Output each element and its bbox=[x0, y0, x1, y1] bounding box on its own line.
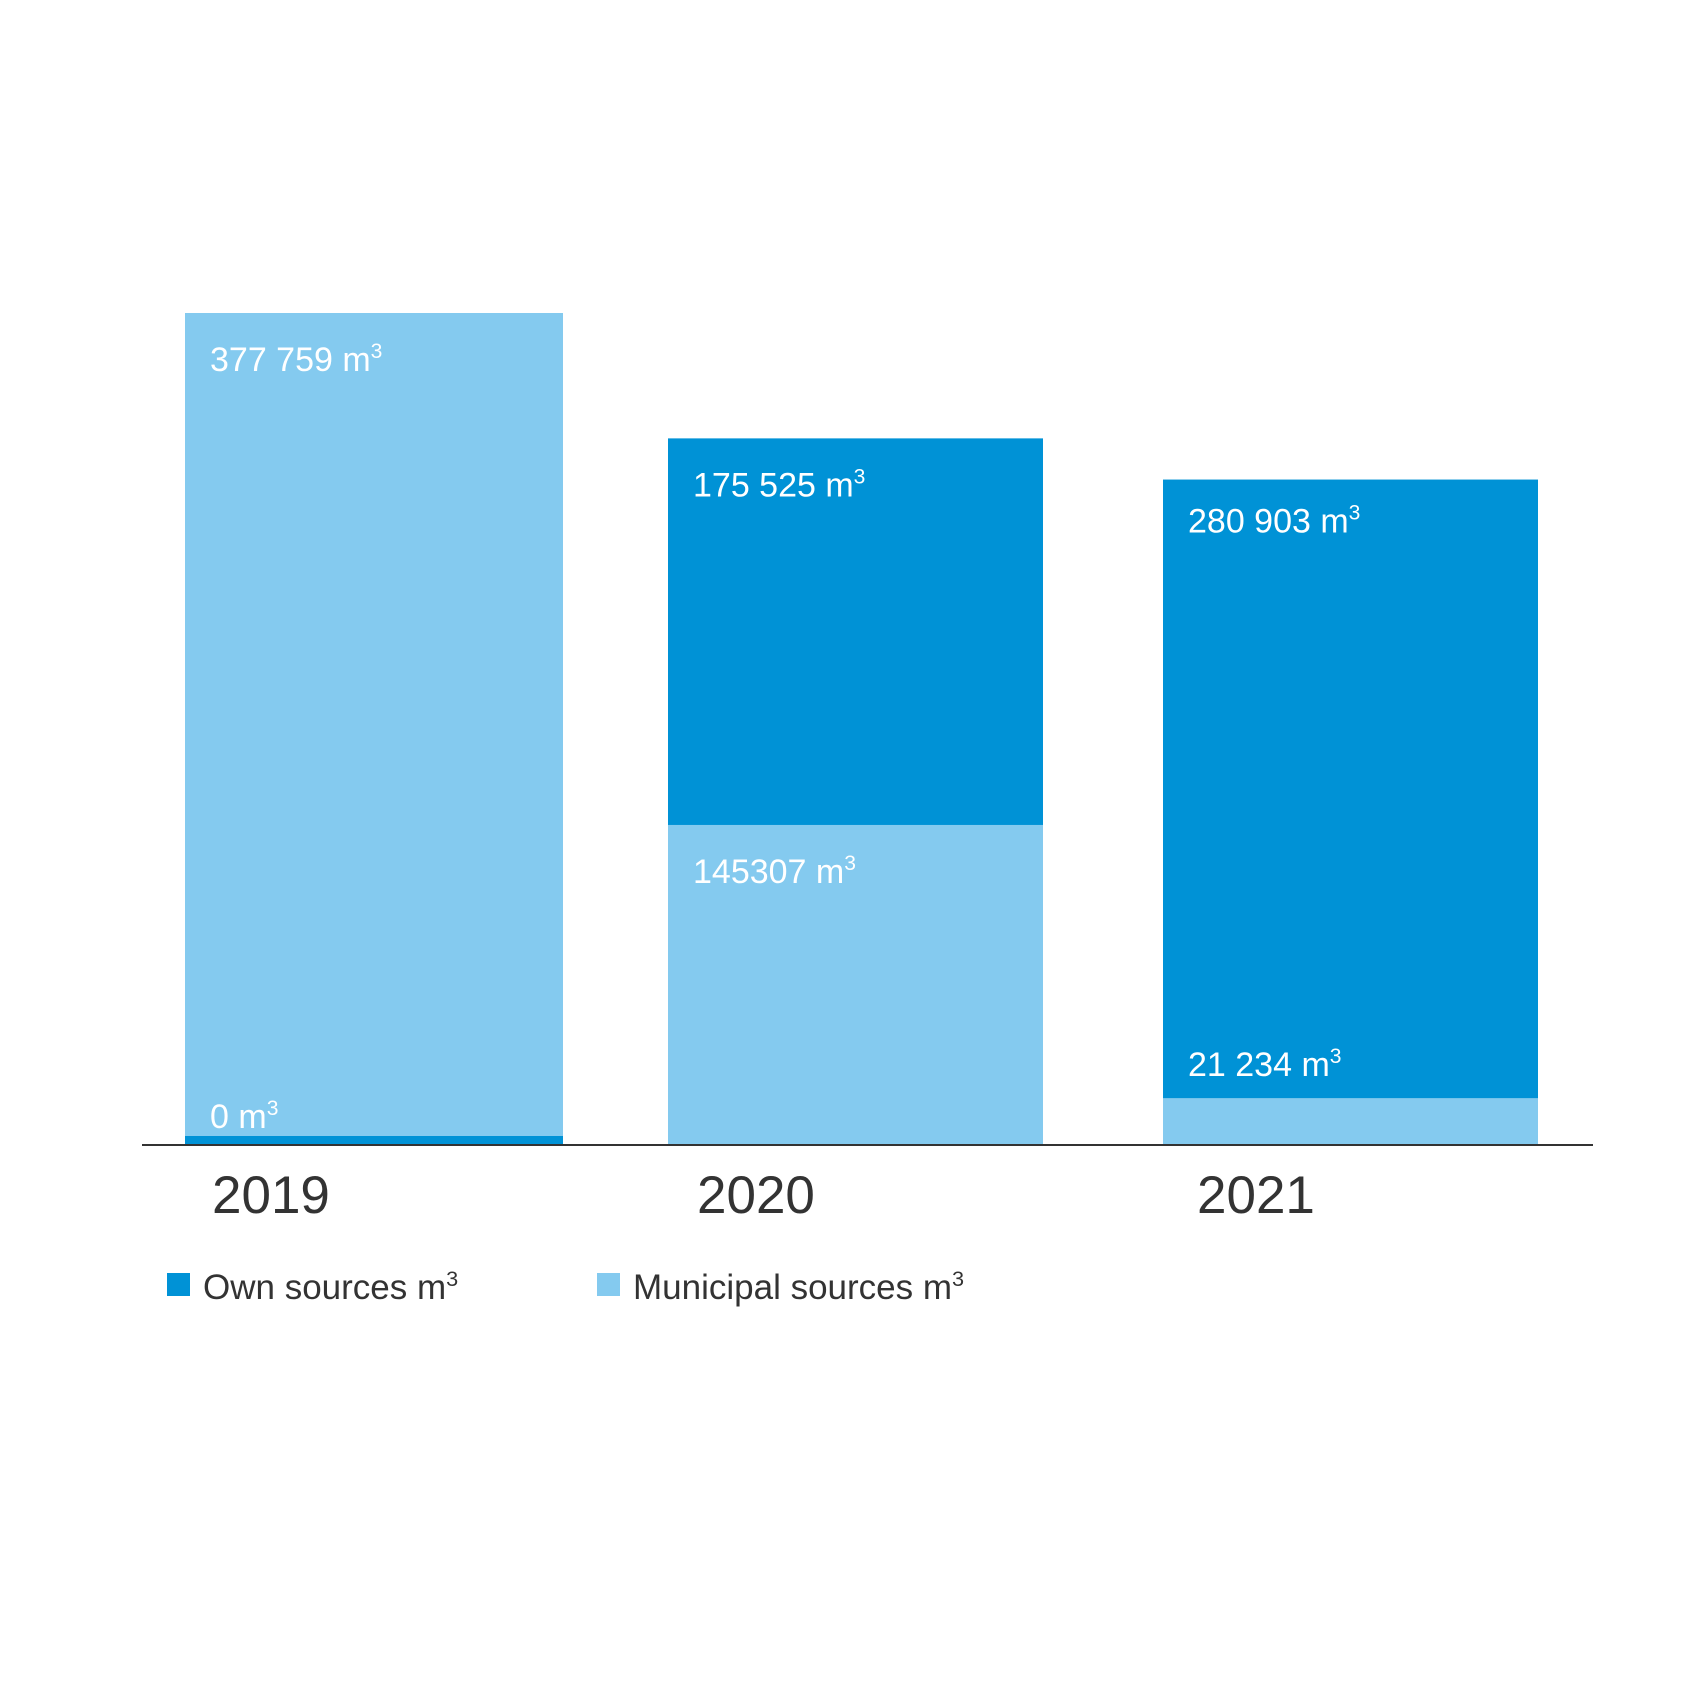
data-label-own-2019: 0 m3 bbox=[210, 1097, 278, 1136]
legend-label-municipal: Municipal sources m3 bbox=[633, 1266, 964, 1307]
data-label-own-2020: 175 525 m3 bbox=[693, 465, 865, 504]
data-label-own-2021: 280 903 m3 bbox=[1188, 502, 1360, 541]
data-label-municipal-2021: 21 234 m3 bbox=[1188, 1045, 1342, 1084]
data-labels-group: 377 759 m3 0 m3 145307 m3 175 525 m3 21 234 … bbox=[210, 340, 1360, 1136]
data-label-municipal-2019: 377 759 m3 bbox=[210, 340, 382, 379]
bar-own-2019 bbox=[185, 1136, 563, 1145]
legend-swatch-own bbox=[167, 1273, 190, 1296]
bar-municipal-2020 bbox=[668, 824, 1043, 1145]
x-tick-label-2021: 2021 bbox=[1197, 1166, 1315, 1225]
legend: Own sources m3 Municipal sources m3 bbox=[167, 1266, 964, 1307]
legend-label-own: Own sources m3 bbox=[203, 1266, 458, 1307]
x-tick-label-2019: 2019 bbox=[212, 1166, 330, 1225]
legend-swatch-municipal bbox=[597, 1273, 620, 1296]
x-tick-labels-group: 2019 2020 2021 bbox=[212, 1166, 1315, 1225]
bar-own-2020 bbox=[668, 438, 1043, 825]
bar-municipal-2019 bbox=[185, 313, 563, 1145]
bar-municipal-2021 bbox=[1163, 1098, 1538, 1145]
data-label-municipal-2020: 145307 m3 bbox=[693, 852, 856, 891]
x-tick-label-2020: 2020 bbox=[697, 1166, 815, 1225]
bars-group bbox=[185, 313, 1538, 1145]
bar-own-2021 bbox=[1163, 479, 1538, 1099]
